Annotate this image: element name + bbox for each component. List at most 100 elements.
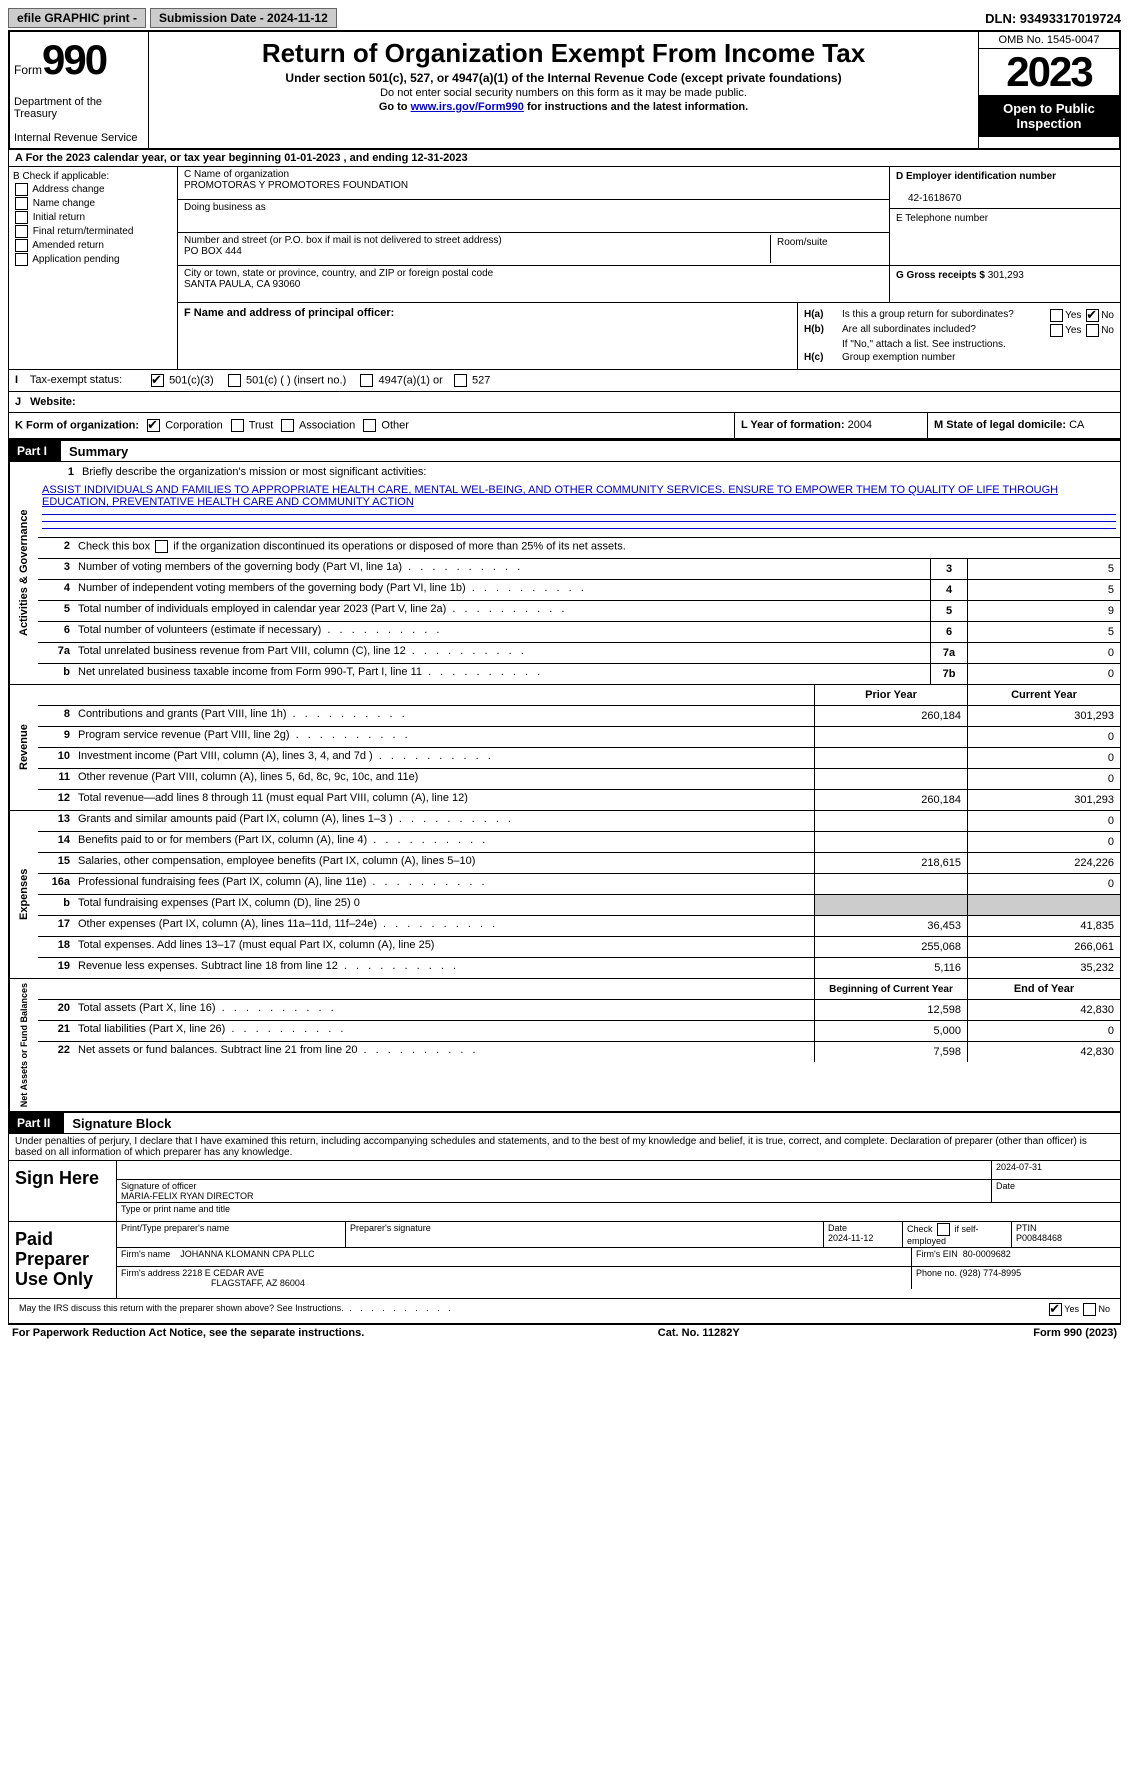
c13: 0 [967,811,1120,831]
section-revenue: Revenue Prior YearCurrent Year 8Contribu… [8,685,1121,811]
hdr-bcy: Beginning of Current Year [814,979,967,999]
l11: Other revenue (Part VIII, column (A), li… [74,769,814,789]
p13 [814,811,967,831]
p11 [814,769,967,789]
cb-app-pending[interactable] [15,253,28,266]
l5: Total number of individuals employed in … [74,601,930,621]
l2: Check this box if the organization disco… [74,538,1120,558]
hb-text: Are all subordinates included? [842,324,1048,337]
lbl-initial-return: Initial return [33,212,85,223]
dln: DLN: 93493317019724 [985,11,1121,26]
firm-addr1: 2218 E CEDAR AVE [182,1268,264,1278]
opt-trust: Trust [249,419,274,431]
cb-discontinued[interactable] [155,540,168,553]
l12: Total revenue—add lines 8 through 11 (mu… [74,790,814,810]
k-section: K Form of organization: Corporation Trus… [9,413,735,438]
c15: 224,226 [967,853,1120,873]
hdr-cy: Current Year [967,685,1120,705]
cb-amended[interactable] [15,239,28,252]
c21: 0 [967,1021,1120,1041]
cb-final-return[interactable] [15,225,28,238]
page-footer: For Paperwork Reduction Act Notice, see … [8,1324,1121,1341]
c14: 0 [967,832,1120,852]
cb-address-change[interactable] [15,183,28,196]
c19: 35,232 [967,958,1120,978]
l6: Total number of volunteers (estimate if … [74,622,930,642]
opt-other: Other [381,419,409,431]
l3: Number of voting members of the governin… [74,559,930,579]
j-label: Website: [30,396,76,408]
street-label: Number and street (or P.O. box if mail i… [184,235,502,246]
ha-label: H(a) [804,309,842,322]
p18: 255,068 [814,937,967,957]
cb-501c[interactable] [228,374,241,387]
cb-trust[interactable] [231,419,244,432]
cb-other[interactable] [363,419,376,432]
cb-527[interactable] [454,374,467,387]
hdr-eoy: End of Year [967,979,1120,999]
cb-assoc[interactable] [281,419,294,432]
header-center: Return of Organization Exempt From Incom… [149,32,978,148]
discuss-q: May the IRS discuss this return with the… [15,1302,986,1320]
perjury-decl: Under penalties of perjury, I declare th… [9,1134,1120,1161]
irs-link[interactable]: www.irs.gov/Form990 [411,101,524,113]
form-title: Return of Organization Exempt From Incom… [157,38,970,69]
cb-501c3[interactable] [151,374,164,387]
m-value: CA [1069,419,1084,431]
part2-badge: Part II [9,1113,64,1133]
phone-label: E Telephone number [896,213,988,224]
v7b: 0 [967,664,1120,684]
h-section: H(a) Is this a group return for subordin… [798,303,1120,369]
p12: 260,184 [814,790,967,810]
side-rev: Revenue [9,685,38,810]
discuss-no[interactable] [1083,1303,1096,1316]
hb-no[interactable] [1086,324,1099,337]
cb-initial-return[interactable] [15,211,28,224]
officer-name: MARIA-FELIX RYAN DIRECTOR [121,1191,254,1201]
section-netassets: Net Assets or Fund Balances Beginning of… [8,979,1121,1112]
side-ag: Activities & Governance [9,462,38,684]
room-label: Room/suite [771,235,883,263]
cb-self-emp[interactable] [937,1223,950,1236]
p15: 218,615 [814,853,967,873]
c18: 266,061 [967,937,1120,957]
firm-name: JOHANNA KLOMANN CPA PLLC [180,1249,314,1259]
type-name-lbl: Type or print name and title [117,1203,1120,1221]
ptin-val: P00848468 [1016,1233,1062,1243]
line-a: A For the 2023 calendar year, or tax yea… [8,148,1121,167]
col-b-title: B Check if applicable: [13,171,173,182]
gross-value: 301,293 [988,270,1024,281]
ha-yes[interactable] [1050,309,1063,322]
l4: Number of independent voting members of … [74,580,930,600]
col-cde: C Name of organization PROMOTORAS Y PROM… [178,167,1120,369]
p21: 5,000 [814,1021,967,1041]
discuss-yes[interactable] [1049,1303,1062,1316]
p20: 12,598 [814,1000,967,1020]
v3: 5 [967,559,1120,579]
l16b: Total fundraising expenses (Part IX, col… [74,895,814,915]
opt-527: 527 [472,374,490,386]
hb-yes[interactable] [1050,324,1063,337]
c16b [967,895,1120,915]
form-word: Form [14,63,42,77]
cb-corp[interactable] [147,419,160,432]
hb-label: H(b) [804,324,842,337]
v7a: 0 [967,643,1120,663]
l13: Grants and similar amounts paid (Part IX… [74,811,814,831]
header-left: Form990 Department of the Treasury Inter… [10,32,149,148]
c8: 301,293 [967,706,1120,726]
l19: Revenue less expenses. Subtract line 18 … [74,958,814,978]
phone-val: (928) 774-8995 [960,1268,1022,1278]
ha-text: Is this a group return for subordinates? [842,309,1048,322]
cb-name-change[interactable] [15,197,28,210]
l22: Net assets or fund balances. Subtract li… [74,1042,814,1062]
ha-no[interactable] [1086,309,1099,322]
k-label: K Form of organization: [15,419,139,431]
efile-print-btn[interactable]: efile GRAPHIC print - [8,8,146,28]
firm-ein-lbl: Firm's EIN [916,1249,958,1259]
cb-4947[interactable] [360,374,373,387]
lbl-address-change: Address change [32,184,104,195]
part1-header: Part I Summary [8,439,1121,462]
p16a [814,874,967,894]
side-exp: Expenses [9,811,38,978]
